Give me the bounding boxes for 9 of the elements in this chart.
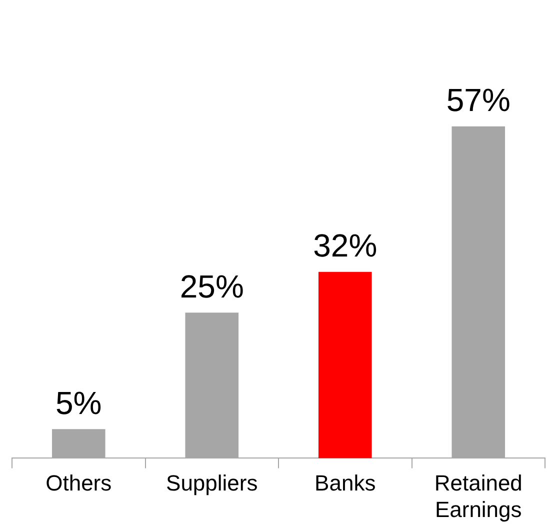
data-label: 25%: [180, 268, 244, 304]
bar: [318, 272, 372, 458]
x-tick-label: Retained Earnings: [434, 470, 522, 522]
data-label: 57%: [446, 82, 510, 118]
x-tick-label: Suppliers: [166, 470, 258, 496]
data-label: 5%: [56, 384, 102, 421]
x-tick-label: Others: [46, 470, 112, 496]
data-label: 32%: [313, 228, 378, 264]
x-tick-label: Banks: [314, 470, 376, 496]
